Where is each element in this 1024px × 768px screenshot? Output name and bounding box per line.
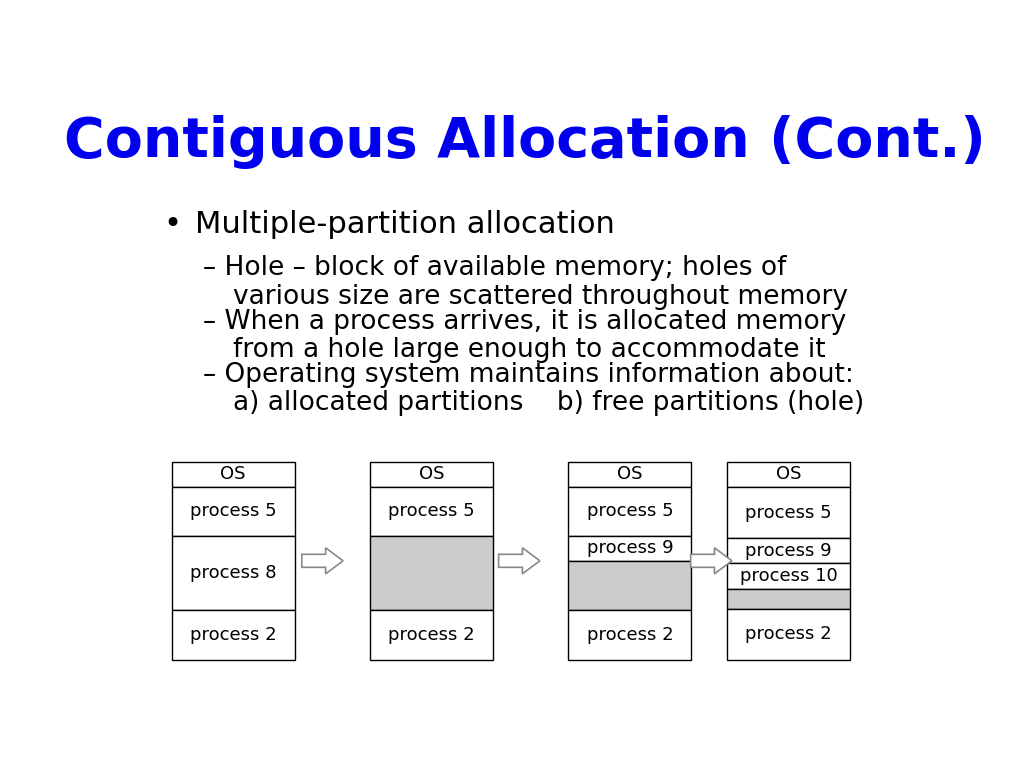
- Bar: [568, 462, 691, 486]
- Bar: [172, 611, 295, 660]
- Bar: [727, 487, 850, 538]
- Text: OS: OS: [419, 465, 444, 483]
- Bar: [568, 561, 691, 611]
- Bar: [568, 536, 691, 561]
- Text: OS: OS: [776, 465, 802, 484]
- Bar: [727, 538, 850, 564]
- Text: – When a process arrives, it is allocated memory: – When a process arrives, it is allocate…: [204, 309, 847, 335]
- Bar: [370, 462, 494, 486]
- FancyArrow shape: [302, 548, 343, 574]
- Text: process 5: process 5: [388, 502, 475, 520]
- Text: process 9: process 9: [745, 541, 831, 560]
- Text: process 2: process 2: [189, 626, 276, 644]
- FancyArrow shape: [499, 548, 540, 574]
- Bar: [370, 611, 494, 660]
- Text: process 8: process 8: [189, 564, 276, 582]
- Text: process 9: process 9: [587, 539, 673, 558]
- Bar: [370, 536, 494, 611]
- Bar: [172, 486, 295, 536]
- Text: process 2: process 2: [745, 625, 831, 644]
- Text: OS: OS: [617, 465, 643, 483]
- Bar: [727, 609, 850, 660]
- Bar: [727, 564, 850, 589]
- Bar: [172, 462, 295, 486]
- Text: process 2: process 2: [587, 626, 673, 644]
- Text: process 5: process 5: [189, 502, 276, 520]
- Text: •: •: [164, 210, 182, 240]
- Text: process 2: process 2: [388, 626, 475, 644]
- Text: from a hole large enough to accommodate it: from a hole large enough to accommodate …: [232, 337, 825, 363]
- Text: OS: OS: [220, 465, 246, 483]
- Text: Contiguous Allocation (Cont.): Contiguous Allocation (Cont.): [63, 115, 986, 170]
- FancyArrow shape: [690, 548, 732, 574]
- Text: – Hole – block of available memory; holes of: – Hole – block of available memory; hole…: [204, 256, 786, 281]
- Text: process 5: process 5: [587, 502, 673, 520]
- Bar: [727, 589, 850, 609]
- Text: process 10: process 10: [739, 567, 838, 585]
- Text: Multiple-partition allocation: Multiple-partition allocation: [196, 210, 615, 240]
- Text: a) allocated partitions    b) free partitions (hole): a) allocated partitions b) free partitio…: [232, 390, 864, 416]
- Bar: [727, 462, 850, 487]
- Text: process 5: process 5: [745, 504, 831, 521]
- Bar: [370, 486, 494, 536]
- Bar: [568, 611, 691, 660]
- Text: various size are scattered throughout memory: various size are scattered throughout me…: [232, 283, 848, 310]
- Text: – Operating system maintains information about:: – Operating system maintains information…: [204, 362, 854, 388]
- Bar: [568, 486, 691, 536]
- Bar: [172, 536, 295, 611]
